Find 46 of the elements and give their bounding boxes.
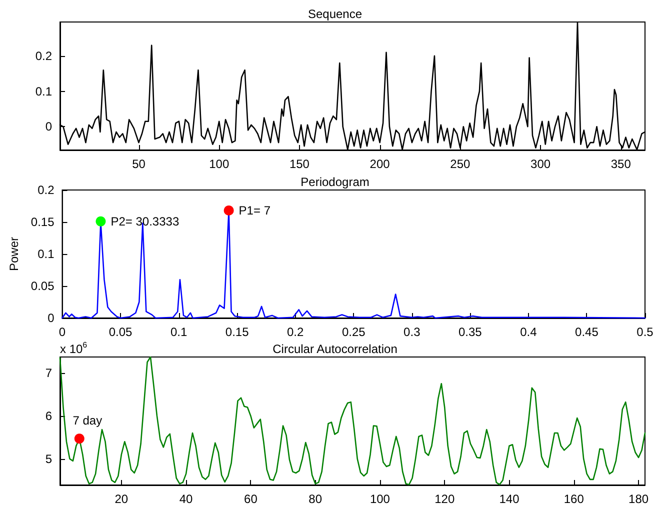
x-tick-label: 40	[179, 492, 194, 506]
x-tick-label: 80	[308, 492, 322, 506]
x-tick-label: 60	[244, 492, 258, 506]
y-axis-title: Power	[7, 236, 21, 272]
y-tick-label: 0.05	[30, 279, 55, 293]
x-tick-label: 120	[434, 492, 455, 506]
annotation: 7 day	[72, 414, 102, 428]
x-tick-label: 200	[370, 157, 390, 171]
x-tick-label: 150	[289, 157, 310, 171]
x-tick-label: 0.5	[636, 325, 654, 339]
y-tick-label: 7	[45, 366, 52, 380]
x-tick-label: 140	[499, 492, 520, 506]
line-series	[59, 356, 646, 486]
x-tick-label: 100	[370, 492, 390, 506]
x-tick-label: 250	[450, 157, 471, 171]
x-tick-label: 0.1	[170, 325, 188, 339]
x-tick-label: 180	[628, 492, 649, 506]
x-tick-label: 0.35	[458, 325, 482, 339]
annotation: P2= 30.3333	[110, 214, 180, 228]
x-tick-label: 0.15	[225, 325, 250, 339]
x-tick-label: 0	[58, 325, 66, 339]
y-tick-label: 0.15	[30, 215, 55, 229]
y-tick-label: 5	[45, 452, 52, 466]
x-tick-label: 0.3	[404, 325, 421, 339]
x-tick-label: 350	[610, 157, 632, 171]
y-tick-label: 0.1	[38, 247, 55, 261]
x-tick-label: 0.45	[575, 325, 599, 339]
y-tick-label: 0	[48, 311, 55, 325]
x-tick-label: 0.05	[108, 325, 133, 339]
y-tick-label: 6	[45, 408, 52, 423]
y-tick-label: 0.2	[35, 48, 52, 63]
x-tick-label: 0.4	[520, 325, 538, 339]
x-tick-label: 160	[564, 492, 584, 506]
annotation: P1= 7	[238, 203, 271, 218]
chart-title: Periodogram	[300, 175, 370, 189]
x-tick-label: 0.2	[287, 325, 304, 339]
chart-title: Circular Autocorrelation	[272, 342, 398, 356]
x-tick-label: 0.25	[342, 325, 366, 339]
chart-title: Sequence	[308, 7, 362, 21]
x-tick-label: 300	[530, 157, 551, 171]
y-tick-label: 0	[45, 120, 52, 134]
x-tick-label: 50	[132, 157, 146, 171]
y-tick-label: 0.1	[35, 84, 52, 98]
x-tick-label: 20	[114, 492, 128, 506]
x-tick-label: 100	[209, 157, 230, 171]
y-tick-label: 0.2	[38, 183, 55, 197]
